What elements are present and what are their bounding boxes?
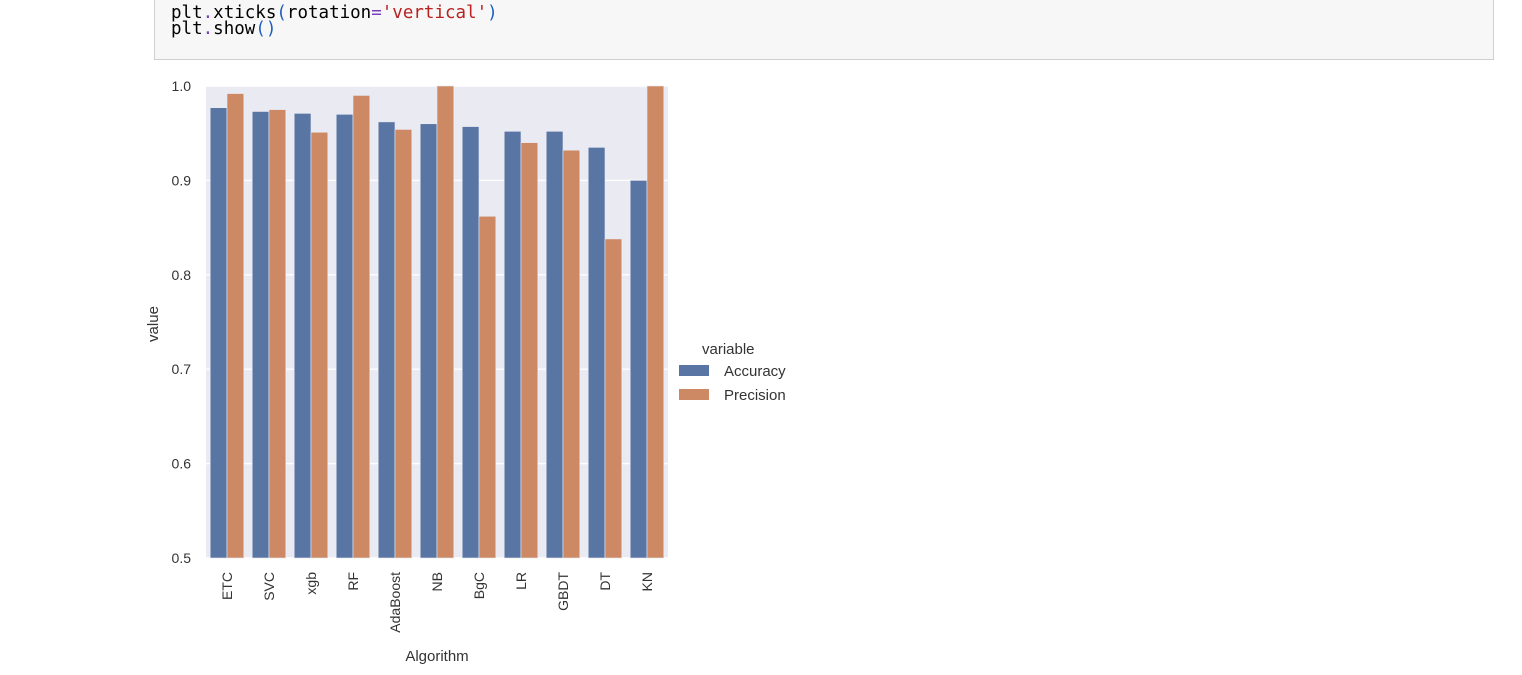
bar-precision-kn [646,85,665,559]
code-cell[interactable]: plt.xticks(rotation='vertical') plt.show… [154,0,1494,60]
x-tick-label: GBDT [555,572,571,611]
x-tick-label: NB [429,572,445,591]
x-tick-label: DT [597,572,613,591]
y-tick-label: 0.7 [172,361,192,377]
y-axis-label: value [145,306,162,342]
x-tick-label: SVC [261,572,277,601]
x-tick-label: AdaBoost [387,572,403,633]
bar-accuracy-xgb [293,113,312,559]
legend-title: variable [702,341,755,358]
legend-label-precision: Precision [724,387,786,404]
y-tick-label: 0.8 [172,267,192,283]
bar-precision-rf [352,95,371,559]
bar-accuracy-dt [587,147,606,559]
bar-accuracy-bgc [461,126,480,559]
y-tick-label: 1.0 [172,78,192,94]
bar-accuracy-kn [629,180,648,559]
x-axis-label: Algorithm [405,648,468,665]
bar-precision-svc [268,109,287,559]
legend-swatch-precision [679,389,709,400]
code-line-show: plt.show() [171,19,277,39]
x-tick-label: BgC [471,572,487,599]
bar-accuracy-adaboost [377,121,396,559]
bar-accuracy-gbdt [545,131,564,559]
bar-precision-adaboost [394,129,413,559]
bar-precision-lr [520,142,539,559]
code-line-xticks: plt.xticks(rotation='vertical') [171,3,498,23]
bar-precision-etc [226,93,245,559]
bar-precision-gbdt [562,149,581,559]
bar-precision-xgb [310,131,329,559]
bar-precision-dt [604,238,623,559]
x-tick-label: xgb [303,572,319,595]
y-tick-label: 0.5 [172,550,192,566]
bar-accuracy-lr [503,131,522,559]
legend-swatch-accuracy [679,365,709,376]
x-tick-label: KN [639,572,655,591]
y-tick-label: 0.9 [172,172,192,188]
bar-accuracy-nb [419,123,438,559]
x-tick-label: LR [513,572,529,590]
x-tick-label: ETC [219,572,235,600]
bar-accuracy-svc [251,111,270,559]
legend-label-accuracy: Accuracy [724,363,786,380]
bar-precision-bgc [478,215,497,559]
bar-precision-nb [436,85,455,559]
y-tick-label: 0.6 [172,456,192,472]
bar-accuracy-rf [335,114,354,559]
legend: variable Accuracy Precision [679,341,786,404]
bar-accuracy-etc [209,107,228,559]
x-tick-label: RF [345,572,361,591]
